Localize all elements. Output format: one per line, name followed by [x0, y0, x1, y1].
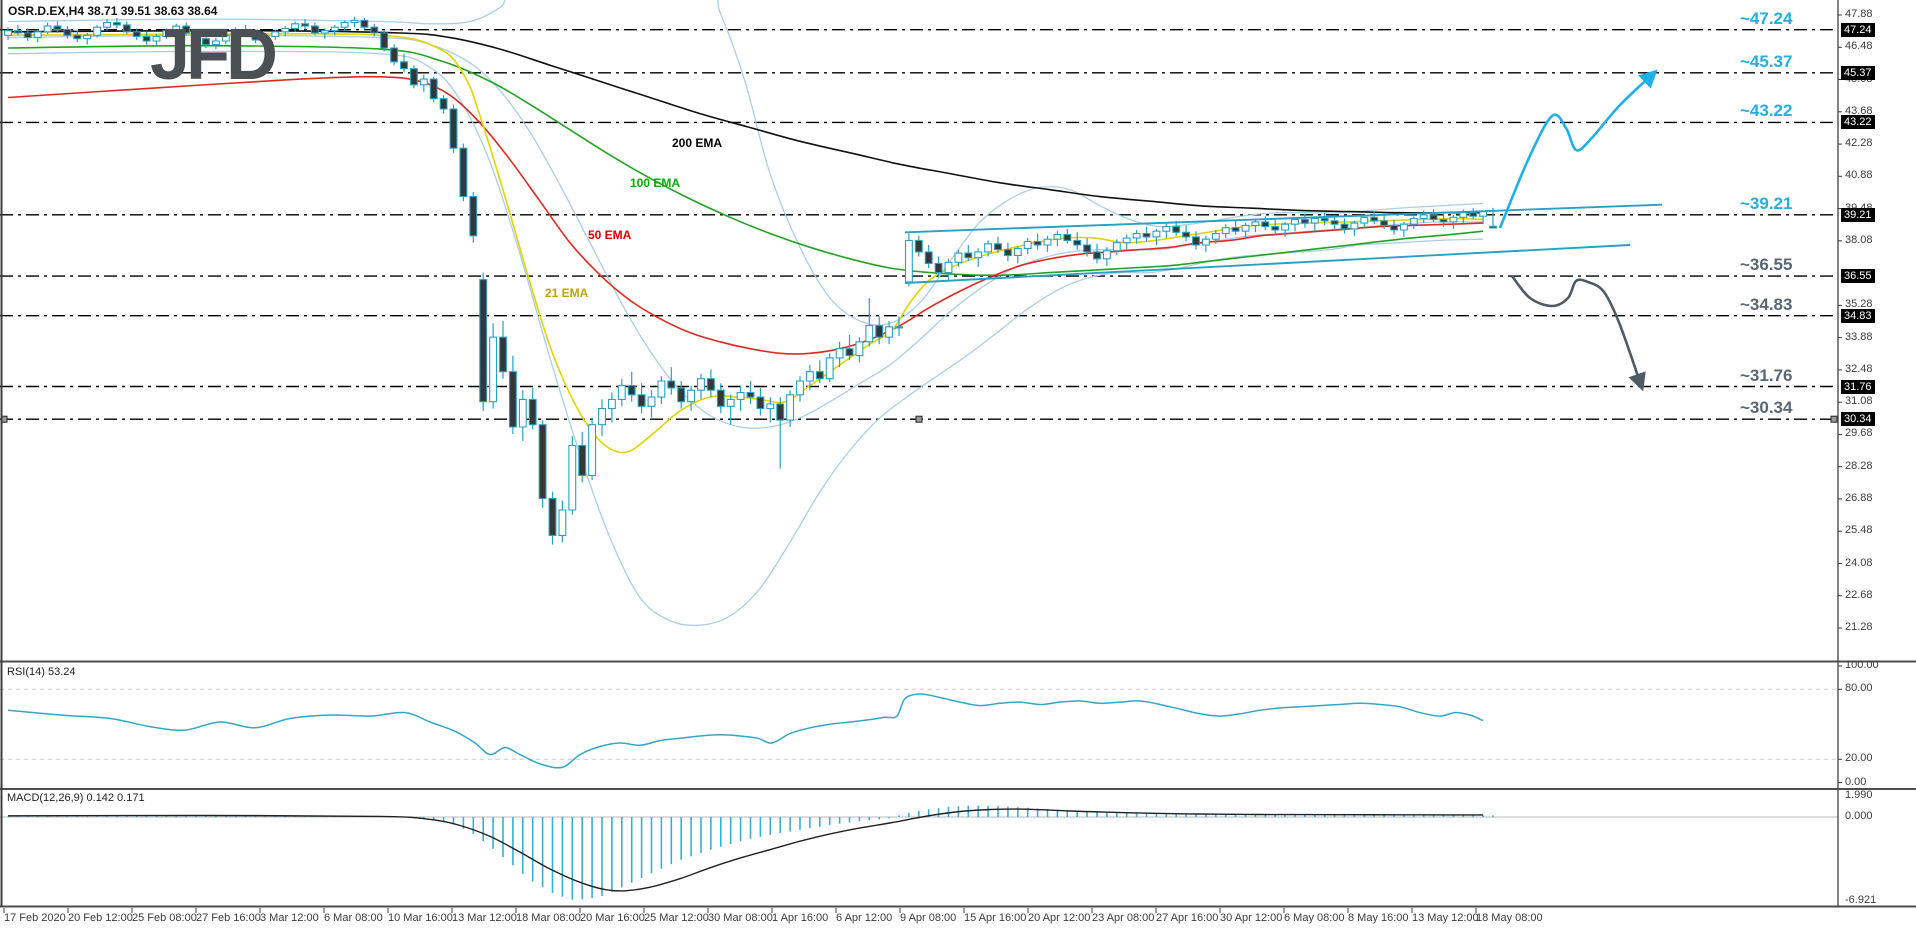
selected-line-handle-right[interactable]	[1830, 415, 1838, 423]
price-axis-label-43.22: 43.22	[1841, 115, 1875, 130]
time-label-0: 17 Feb 2020	[4, 912, 66, 924]
ema-label-200: 200 EMA	[672, 136, 723, 150]
price-tick-46.48: 46.48	[1845, 40, 1873, 53]
macd-scale--6.921: -6.921	[1845, 894, 1877, 906]
price-tick-42.28: 42.28	[1845, 137, 1873, 150]
ema-label-21: 21 EMA	[545, 286, 589, 300]
ema-21-line	[7, 32, 1484, 454]
time-label-17: 23 Apr 08:00	[1092, 912, 1155, 924]
rsi-indicator-label: RSI(14) 53.24	[7, 666, 76, 678]
ema-50-line	[7, 75, 1484, 355]
time-label-8: 18 Mar 08:00	[516, 912, 581, 924]
time-label-7: 13 Mar 12:00	[452, 912, 517, 924]
rsi-scale-20.00: 20.00	[1845, 752, 1873, 765]
macd-scale-0.000: 0.000	[1845, 810, 1873, 822]
price-tick-28.28: 28.28	[1845, 459, 1873, 472]
time-label-11: 30 Mar 08:00	[708, 912, 773, 924]
price-tick-38.08: 38.08	[1845, 233, 1873, 246]
level-annotation-31.76: ~31.76	[1740, 365, 1793, 385]
time-label-12: 1 Apr 16:00	[772, 912, 829, 924]
rsi-scale-0.00: 0.00	[1845, 775, 1867, 788]
time-label-18: 27 Apr 16:00	[1156, 912, 1219, 924]
price-axis-label-36.55: 36.55	[1841, 269, 1875, 284]
time-label-22: 13 May 12:00	[1412, 912, 1479, 924]
price-tick-29.68: 29.68	[1845, 427, 1873, 440]
ema-label-100: 100 EMA	[630, 176, 681, 190]
macd-signal-line	[7, 808, 1483, 892]
rsi-line	[7, 693, 1484, 769]
ema-200-line	[7, 29, 1483, 214]
time-label-1: 20 Feb 12:00	[68, 912, 133, 924]
level-annotation-45.37: ~45.37	[1740, 51, 1793, 71]
level-annotation-43.22: ~43.22	[1740, 101, 1793, 121]
price-axis-label-31.76: 31.76	[1841, 379, 1875, 394]
level-annotation-34.83: ~34.83	[1740, 294, 1793, 314]
price-tick-21.28: 21.28	[1845, 621, 1873, 633]
price-tick-47.88: 47.88	[1845, 8, 1873, 20]
price-tick-22.68: 22.68	[1845, 588, 1873, 601]
candlesticks	[4, 16, 1497, 545]
price-axis-label-30.34: 30.34	[1841, 412, 1875, 427]
level-annotation-36.55: ~36.55	[1740, 255, 1793, 275]
time-label-14: 9 Apr 08:00	[900, 912, 957, 924]
bullish-projection-arrow[interactable]	[1498, 69, 1658, 229]
level-annotation-30.34: ~30.34	[1740, 398, 1793, 418]
price-tick-24.08: 24.08	[1845, 556, 1873, 569]
price-tick-32.48: 32.48	[1845, 362, 1873, 375]
channel-upper-trendline[interactable]	[904, 203, 1663, 234]
bearish-projection-arrow[interactable]	[1510, 275, 1646, 392]
time-label-10: 25 Mar 12:00	[644, 912, 709, 924]
price-axis-label-34.83: 34.83	[1841, 308, 1875, 323]
price-tick-31.08: 31.08	[1845, 395, 1873, 408]
time-label-6: 10 Mar 16:00	[388, 912, 453, 924]
broker-logo-watermark: JFD	[150, 15, 278, 95]
symbol-ohlc-title: OSR.D.EX,H4 38.71 39.51 38.63 38.64	[8, 4, 218, 18]
time-label-19: 30 Apr 12:00	[1220, 912, 1283, 924]
time-label-15: 15 Apr 16:00	[964, 912, 1027, 924]
price-tick-35.28: 35.28	[1845, 298, 1873, 311]
rsi-panel[interactable]	[0, 688, 1838, 769]
time-label-9: 20 Mar 16:00	[580, 912, 645, 924]
level-annotation-47.24: ~47.24	[1740, 8, 1793, 28]
rsi-scale-80.00: 80.00	[1845, 682, 1873, 695]
price-axis-label-47.24: 47.24	[1841, 22, 1875, 37]
bollinger-upper-band	[7, 0, 1484, 326]
channel-lower-trendline[interactable]	[904, 244, 1631, 284]
level-annotation-39.21: ~39.21	[1740, 193, 1793, 213]
price-axis-label-39.21: 39.21	[1841, 207, 1875, 222]
rsi-scale-100.00: 100.00	[1845, 659, 1879, 671]
price-tick-40.88: 40.88	[1845, 169, 1873, 182]
price-tick-26.88: 26.88	[1845, 491, 1873, 504]
ema-label-50: 50 EMA	[588, 228, 632, 242]
time-label-3: 27 Feb 16:00	[196, 912, 261, 924]
time-label-4: 3 Mar 12:00	[260, 912, 319, 924]
macd-panel[interactable]	[0, 805, 1838, 900]
macd-scale-1.990: 1.990	[1845, 789, 1873, 801]
time-label-21: 8 May 16:00	[1348, 912, 1409, 924]
macd-indicator-label: MACD(12,26,9) 0.142 0.171	[7, 792, 145, 804]
price-axis-label-45.37: 45.37	[1841, 65, 1875, 80]
time-label-20: 6 May 08:00	[1284, 912, 1345, 924]
ema-100-line	[7, 44, 1484, 276]
time-label-5: 6 Mar 08:00	[324, 912, 383, 924]
price-tick-43.68: 43.68	[1845, 104, 1873, 117]
selected-line-handle-middle[interactable]	[915, 415, 923, 423]
price-tick-25.48: 25.48	[1845, 524, 1873, 537]
bollinger-lower-band	[7, 50, 1484, 627]
time-label-23: 18 May 08:00	[1476, 912, 1543, 924]
price-tick-33.88: 33.88	[1845, 330, 1873, 343]
time-label-13: 6 Apr 12:00	[836, 912, 893, 924]
time-label-2: 25 Feb 08:00	[132, 912, 197, 924]
price-panel[interactable]	[0, 0, 1838, 627]
time-label-16: 20 Apr 12:00	[1028, 912, 1091, 924]
macd-histogram	[7, 805, 1494, 900]
